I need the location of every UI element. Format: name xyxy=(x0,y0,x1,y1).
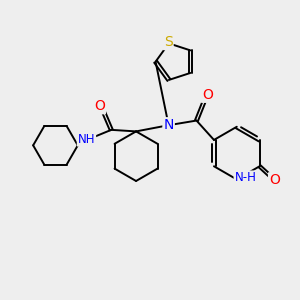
Text: NH: NH xyxy=(78,133,95,146)
Text: O: O xyxy=(269,173,280,187)
Text: N-H: N-H xyxy=(235,171,256,184)
Text: S: S xyxy=(164,35,172,49)
Text: O: O xyxy=(202,88,213,102)
Text: O: O xyxy=(94,99,105,113)
Text: N: N xyxy=(164,118,174,132)
